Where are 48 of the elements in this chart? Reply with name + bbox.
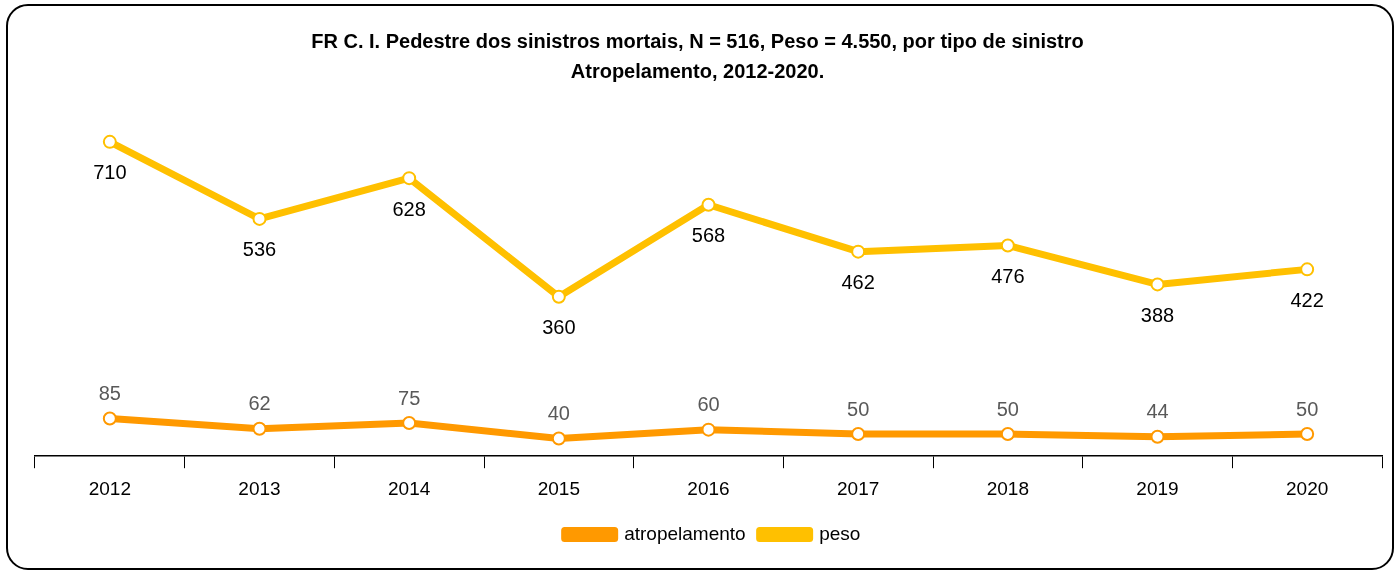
point bbox=[851, 244, 866, 259]
legend-label: peso bbox=[819, 522, 861, 544]
data-label: 628 bbox=[392, 197, 426, 220]
data-label: 360 bbox=[542, 316, 576, 339]
data-label: 50 bbox=[1296, 397, 1319, 420]
data-label: 50 bbox=[996, 397, 1019, 420]
point bbox=[551, 289, 566, 304]
x-tick-label: 2012 bbox=[88, 477, 131, 499]
point bbox=[701, 197, 716, 212]
data-label: 476 bbox=[991, 264, 1025, 287]
point bbox=[102, 411, 117, 426]
x-tick-label: 2014 bbox=[388, 477, 431, 499]
x-tick-label: 2019 bbox=[1136, 477, 1179, 499]
x-tick-label: 2015 bbox=[537, 477, 580, 499]
point bbox=[252, 421, 267, 436]
data-label: 388 bbox=[1140, 303, 1175, 326]
data-label: 85 bbox=[98, 382, 121, 405]
x-tick-label: 2013 bbox=[238, 477, 281, 499]
legend-label: atropelamento bbox=[624, 522, 746, 544]
x-tick-label: 2017 bbox=[837, 477, 880, 499]
data-label: 536 bbox=[242, 238, 277, 261]
x-tick-label: 2018 bbox=[986, 477, 1029, 499]
data-label: 710 bbox=[93, 161, 127, 184]
data-label: 422 bbox=[1290, 288, 1324, 311]
data-label: 60 bbox=[697, 393, 720, 416]
point bbox=[1300, 427, 1315, 442]
x-tick-label: 2016 bbox=[687, 477, 730, 499]
point bbox=[1000, 427, 1015, 442]
point bbox=[1300, 262, 1315, 277]
point bbox=[252, 211, 267, 226]
data-label: 62 bbox=[248, 392, 271, 415]
data-label: 44 bbox=[1146, 400, 1169, 423]
point bbox=[402, 415, 417, 430]
data-label: 50 bbox=[847, 397, 870, 420]
point bbox=[1150, 429, 1165, 444]
point bbox=[551, 431, 566, 446]
data-label: 568 bbox=[691, 224, 726, 247]
point bbox=[1000, 238, 1015, 253]
point bbox=[851, 427, 866, 442]
point bbox=[701, 422, 716, 437]
point bbox=[402, 171, 417, 186]
data-label: 75 bbox=[398, 386, 421, 409]
data-label: 462 bbox=[841, 271, 875, 294]
point bbox=[102, 134, 117, 149]
x-tick-label: 2020 bbox=[1286, 477, 1329, 499]
data-label: 40 bbox=[547, 402, 570, 425]
point bbox=[1150, 277, 1165, 292]
chart-title: FR C. I. Pedestre dos sinistros mortais, N = 516, Peso = 4.550, por tipo de sinistro Atropelamento, 2012-2020. bbox=[310, 29, 1085, 84]
